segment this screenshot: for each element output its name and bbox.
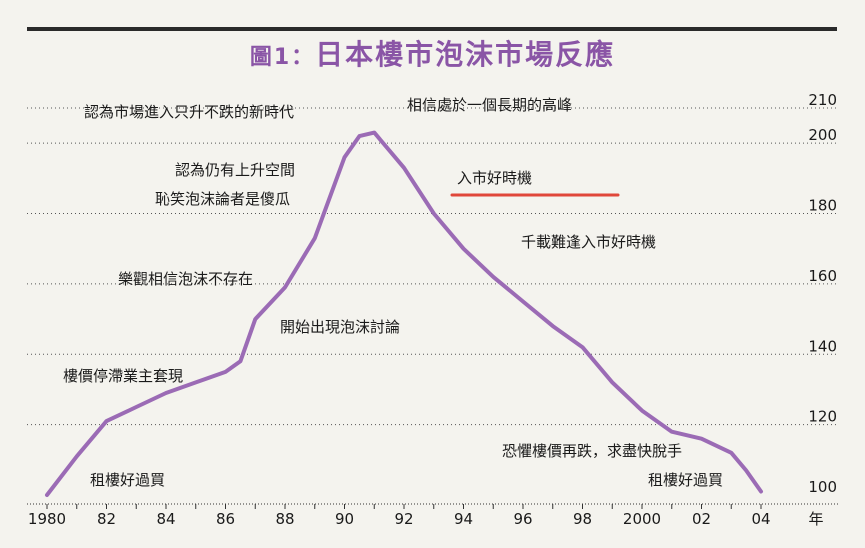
- annotation-prices-stagnate: 樓價停滯業主套現: [63, 367, 184, 385]
- y-tick-label-160: 160: [808, 267, 837, 285]
- top-rule: [27, 27, 837, 31]
- x-tick-label-02: 02: [692, 510, 711, 528]
- x-tick-label-92: 92: [394, 510, 413, 528]
- y-tick-label-100: 100: [808, 478, 837, 496]
- annotation-fear-of-falling: 恐懼樓價再跌，求盡快脫手: [502, 442, 683, 460]
- annotation-long-term-peak: 相信處於一個長期的高峰: [407, 96, 573, 114]
- x-tick-label-2000: 2000: [623, 510, 661, 528]
- x-tick-label-96: 96: [513, 510, 532, 528]
- y-tick-label-200: 200: [808, 126, 837, 144]
- x-tick-label-86: 86: [216, 510, 235, 528]
- chart-title: 圖1：日本樓市泡沫市場反應: [0, 33, 865, 73]
- annotation-bubble-discussion: 開始出現泡沫討論: [280, 318, 401, 336]
- y-tick-label-140: 140: [808, 337, 837, 355]
- x-tick-label-94: 94: [454, 510, 473, 528]
- y-tick-label-210: 210: [808, 91, 837, 109]
- y-tick-label-120: 120: [808, 408, 837, 426]
- annotation-rare-opportunity: 千載難逢入市好時機: [521, 233, 657, 251]
- annotation-no-bubble: 樂觀相信泡沫不存在: [118, 270, 254, 288]
- series-line: [45, 130, 763, 497]
- annotation-good-time-to-buy: 入市好時機: [457, 169, 533, 187]
- y-tick-label-180: 180: [808, 197, 837, 215]
- annotation-mock-bubble-theorists: 恥笑泡沫論者是傻瓜: [155, 190, 291, 208]
- x-tick-label-98: 98: [573, 510, 592, 528]
- x-tick-label-82: 82: [97, 510, 116, 528]
- x-tick-label-1980: 1980: [28, 510, 66, 528]
- x-tick-label-90: 90: [335, 510, 354, 528]
- annotation-rent-better-2004: 租樓好過買: [648, 471, 724, 489]
- figure-number: 圖1：: [249, 45, 316, 70]
- annotation-new-era: 認為市場進入只升不跌的新時代: [84, 103, 295, 121]
- x-axis-unit-label: 年: [808, 510, 823, 528]
- x-tick-label-88: 88: [275, 510, 294, 528]
- x-tick-label-84: 84: [156, 510, 175, 528]
- x-tick-label-04: 04: [751, 510, 770, 528]
- title-text: 日本樓市泡沫市場反應: [315, 38, 616, 71]
- annotation-room-to-rise: 認為仍有上升空間: [175, 161, 296, 179]
- annotation-rent-better-1980: 租樓好過買: [90, 471, 166, 489]
